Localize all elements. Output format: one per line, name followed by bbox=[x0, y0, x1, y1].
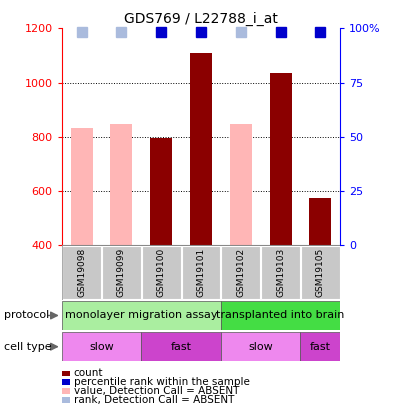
Text: GSM19100: GSM19100 bbox=[157, 248, 166, 297]
Text: protocol: protocol bbox=[4, 310, 49, 320]
Bar bbox=[181, 245, 220, 299]
Text: count: count bbox=[74, 369, 103, 378]
Bar bbox=[300, 332, 340, 361]
Text: GSM19099: GSM19099 bbox=[117, 248, 126, 297]
Text: value, Detection Call = ABSENT: value, Detection Call = ABSENT bbox=[74, 386, 239, 396]
Text: GSM19102: GSM19102 bbox=[236, 248, 245, 297]
Text: GSM19098: GSM19098 bbox=[77, 248, 86, 297]
Bar bbox=[221, 332, 300, 361]
Text: percentile rank within the sample: percentile rank within the sample bbox=[74, 377, 250, 387]
Bar bbox=[62, 301, 221, 330]
Text: GSM19105: GSM19105 bbox=[316, 248, 325, 297]
Title: GDS769 / L22788_i_at: GDS769 / L22788_i_at bbox=[124, 12, 278, 26]
Text: fast: fast bbox=[310, 342, 331, 352]
Bar bbox=[270, 73, 291, 245]
Bar bbox=[62, 245, 340, 300]
Bar bbox=[111, 124, 132, 245]
Text: GSM19101: GSM19101 bbox=[197, 248, 205, 297]
Bar bbox=[261, 245, 300, 299]
Bar bbox=[190, 53, 212, 245]
Text: cell type: cell type bbox=[4, 342, 52, 352]
Bar bbox=[150, 138, 172, 245]
Text: slow: slow bbox=[89, 342, 114, 352]
Text: monolayer migration assay: monolayer migration assay bbox=[65, 311, 218, 320]
Bar bbox=[102, 245, 141, 299]
Bar bbox=[310, 198, 332, 245]
Text: GSM19103: GSM19103 bbox=[276, 248, 285, 297]
Bar bbox=[301, 245, 340, 299]
Text: rank, Detection Call = ABSENT: rank, Detection Call = ABSENT bbox=[74, 395, 234, 405]
Bar bbox=[142, 245, 181, 299]
Bar bbox=[221, 301, 340, 330]
Text: transplanted into brain: transplanted into brain bbox=[217, 311, 345, 320]
Bar bbox=[71, 128, 92, 245]
Bar bbox=[141, 332, 221, 361]
Text: fast: fast bbox=[171, 342, 191, 352]
Bar bbox=[62, 245, 101, 299]
Bar bbox=[221, 245, 260, 299]
Bar bbox=[230, 124, 252, 245]
Bar bbox=[62, 332, 141, 361]
Text: slow: slow bbox=[248, 342, 273, 352]
